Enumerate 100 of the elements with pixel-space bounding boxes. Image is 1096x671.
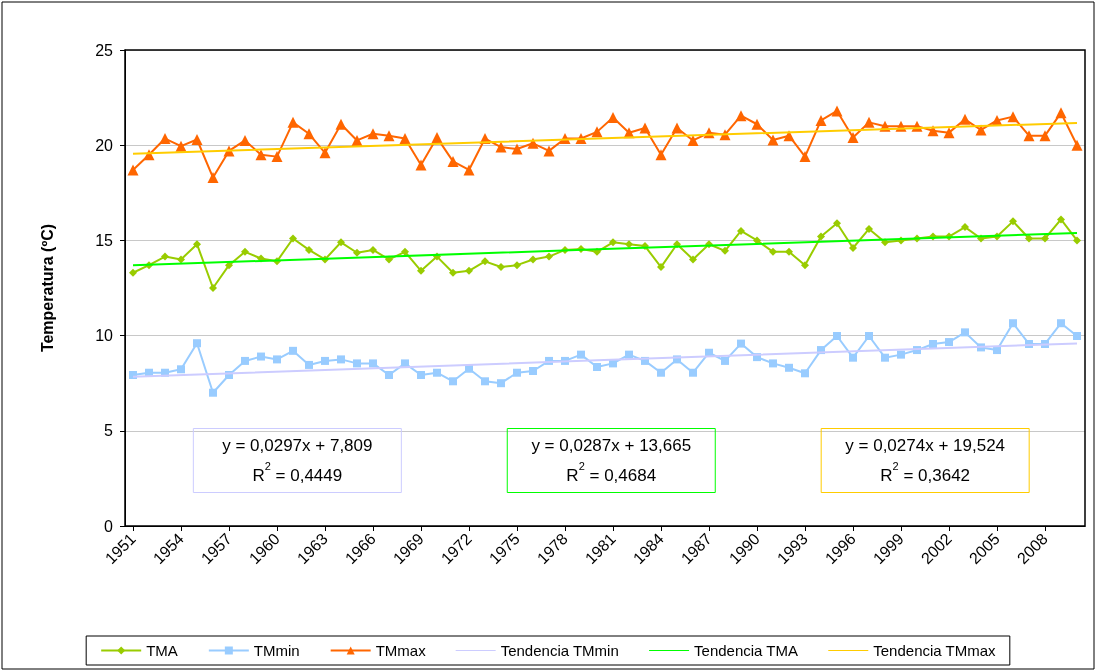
point: [737, 226, 745, 235]
legend-label: TMA: [146, 642, 178, 659]
point: [193, 339, 201, 348]
legend-label: TMmin: [253, 642, 300, 659]
point: [655, 149, 667, 161]
point: [511, 143, 523, 155]
point: [735, 110, 747, 122]
point: [785, 363, 793, 372]
point: [865, 224, 873, 233]
point: [1025, 234, 1033, 243]
point: [447, 155, 459, 167]
point: [417, 371, 425, 380]
point: [1057, 319, 1065, 328]
y-tick-label: 10: [95, 327, 114, 345]
point: [607, 112, 619, 124]
point: [449, 377, 457, 386]
point: [305, 360, 313, 369]
point: [1007, 111, 1019, 123]
y-tick-label: 5: [104, 422, 114, 440]
point: [159, 133, 171, 145]
legend-label: TMmax: [375, 642, 427, 659]
point: [383, 130, 395, 142]
point: [767, 134, 779, 146]
point: [369, 245, 377, 254]
point: [833, 331, 841, 340]
point: [321, 356, 329, 365]
point: [881, 353, 889, 362]
point: [193, 240, 201, 249]
point: [751, 118, 763, 130]
point: [385, 371, 393, 380]
point: [1009, 217, 1017, 226]
point: [463, 164, 475, 176]
point: [833, 219, 841, 228]
point: [481, 377, 489, 386]
point: [577, 350, 585, 359]
y-axis-title: Temperatura (ºC): [38, 223, 56, 353]
point: [497, 263, 505, 272]
point: [783, 130, 795, 142]
point: [241, 356, 249, 365]
point: [1057, 215, 1065, 224]
point: [529, 367, 537, 376]
point: [721, 356, 729, 365]
point: [609, 238, 617, 247]
point: [449, 268, 457, 277]
point: [657, 263, 665, 272]
point: [353, 248, 361, 257]
point: [305, 245, 313, 254]
point: [849, 353, 857, 362]
point: [337, 355, 345, 364]
point: [721, 246, 729, 255]
point: [207, 172, 219, 184]
point: [513, 261, 521, 270]
y-tick-label: 0: [104, 517, 114, 535]
point: [591, 126, 603, 138]
point: [543, 145, 555, 157]
point: [975, 124, 987, 136]
y-tick-label: 20: [95, 136, 114, 154]
point: [929, 339, 937, 348]
point: [367, 128, 379, 140]
point: [319, 147, 331, 159]
point: [1055, 107, 1067, 119]
point: [161, 252, 169, 261]
point: [959, 113, 971, 125]
point: [337, 238, 345, 247]
point: [639, 122, 651, 134]
point: [689, 255, 697, 264]
point: [399, 133, 411, 145]
point: [289, 234, 297, 243]
point: [241, 247, 249, 256]
point: [415, 159, 427, 171]
point: [303, 128, 315, 140]
point: [529, 255, 537, 264]
point: [689, 368, 697, 377]
point: [657, 368, 665, 377]
point: [127, 164, 139, 176]
point: [1039, 130, 1051, 142]
point: [737, 339, 745, 348]
point: [369, 359, 377, 368]
point: [353, 359, 361, 368]
point: [1073, 331, 1081, 340]
point: [849, 244, 857, 253]
point: [209, 284, 217, 292]
point: [961, 328, 969, 337]
point: [865, 331, 873, 340]
point: [815, 114, 827, 126]
point: [769, 359, 777, 368]
point: [497, 379, 505, 388]
point: [129, 268, 137, 277]
point: [671, 122, 683, 134]
point: [271, 151, 283, 163]
point: [1073, 236, 1081, 245]
point: [945, 338, 953, 347]
point: [799, 151, 811, 163]
point: [239, 134, 251, 146]
point: [191, 133, 203, 145]
point: [255, 149, 267, 161]
point: [335, 118, 347, 130]
y-tick-label: 25: [95, 41, 114, 59]
point: [943, 127, 955, 139]
point: [817, 232, 825, 241]
